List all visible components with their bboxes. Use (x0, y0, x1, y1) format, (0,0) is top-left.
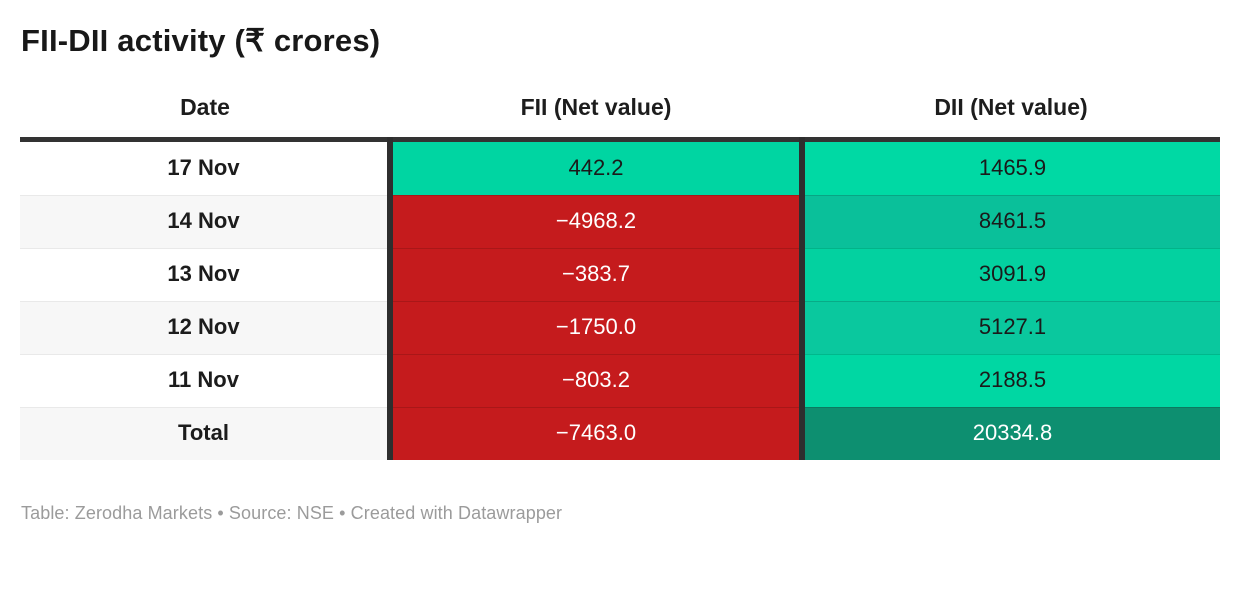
dii-value-cell: 8461.5 (799, 194, 1220, 248)
table-header: Date FII (Net value) DII (Net value) (20, 79, 1220, 140)
date-cell: 14 Nov (20, 194, 390, 248)
column-header-date: Date (180, 94, 230, 121)
table-row: 17 Nov 442.2 1465.9 (20, 139, 1220, 195)
dii-total-cell: 20334.8 (799, 406, 1220, 460)
fii-value-cell: −4968.2 (387, 194, 802, 248)
fii-value-cell: −1750.0 (387, 300, 802, 354)
date-cell: 11 Nov (20, 353, 390, 407)
attribution-footer: Table: Zerodha Markets • Source: NSE • C… (21, 502, 563, 523)
dii-value-cell: 3091.9 (799, 247, 1220, 301)
table-row: 13 Nov −383.7 3091.9 (20, 247, 1220, 301)
date-cell: 12 Nov (20, 300, 390, 354)
fii-value-cell: −803.2 (387, 353, 802, 407)
date-cell: 13 Nov (20, 247, 390, 301)
fii-total-cell: −7463.0 (387, 406, 802, 460)
column-header-fii: FII (Net value) (520, 94, 672, 121)
fii-dii-table: Date FII (Net value) DII (Net value) 17 … (20, 79, 1220, 460)
fii-value-cell: 442.2 (387, 139, 802, 195)
dii-value-cell: 2188.5 (799, 353, 1220, 407)
fii-value-cell: −383.7 (387, 247, 802, 301)
date-cell: 17 Nov (20, 139, 390, 195)
table-row: 11 Nov −803.2 2188.5 (20, 353, 1220, 407)
header-row: Date FII (Net value) DII (Net value) (20, 79, 1220, 140)
dii-value-cell: 1465.9 (799, 139, 1220, 195)
table-row: 12 Nov −1750.0 5127.1 (20, 300, 1220, 354)
dii-value-cell: 5127.1 (799, 300, 1220, 354)
total-row: Total −7463.0 20334.8 (20, 406, 1220, 460)
column-header-dii: DII (Net value) (934, 94, 1088, 121)
chart-title: FII-DII activity (₹ crores) (21, 23, 381, 58)
table-row: 14 Nov −4968.2 8461.5 (20, 194, 1220, 248)
table-body: 17 Nov 442.2 1465.9 14 Nov −4968.2 8461.… (20, 139, 1220, 460)
total-label-cell: Total (20, 406, 390, 460)
